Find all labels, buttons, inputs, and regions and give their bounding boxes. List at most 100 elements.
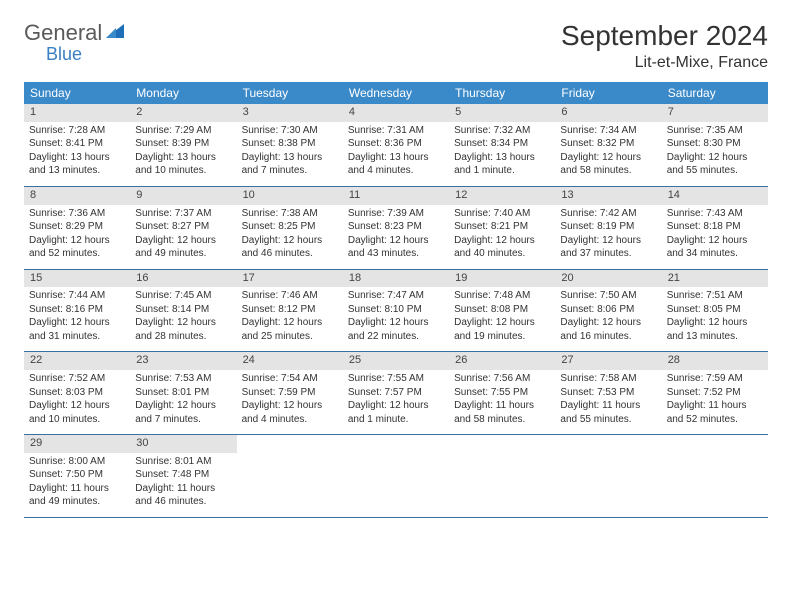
day-cell: 11Sunrise: 7:39 AMSunset: 8:23 PMDayligh… [343, 187, 449, 269]
day-number: 22 [24, 352, 130, 370]
day-body: Sunrise: 7:44 AMSunset: 8:16 PMDaylight:… [24, 287, 130, 351]
day-sunset: Sunset: 8:05 PM [667, 304, 763, 317]
day-body: Sunrise: 7:30 AMSunset: 8:38 PMDaylight:… [237, 122, 343, 186]
location: Lit-et-Mixe, France [561, 54, 768, 72]
day-number: 29 [24, 435, 130, 453]
weekday-header: Tuesday [237, 82, 343, 104]
day-daylight1: Daylight: 11 hours [29, 483, 125, 496]
day-number: 28 [662, 352, 768, 370]
day-cell: 17Sunrise: 7:46 AMSunset: 8:12 PMDayligh… [237, 270, 343, 352]
day-sunrise: Sunrise: 7:38 AM [242, 208, 338, 221]
day-daylight1: Daylight: 12 hours [29, 400, 125, 413]
day-body: Sunrise: 7:37 AMSunset: 8:27 PMDaylight:… [130, 205, 236, 269]
day-daylight1: Daylight: 12 hours [667, 152, 763, 165]
day-cell: 28Sunrise: 7:59 AMSunset: 7:52 PMDayligh… [662, 352, 768, 434]
day-sunrise: Sunrise: 7:53 AM [135, 373, 231, 386]
day-sunrise: Sunrise: 7:40 AM [454, 208, 550, 221]
day-daylight1: Daylight: 12 hours [560, 317, 656, 330]
day-body: Sunrise: 7:46 AMSunset: 8:12 PMDaylight:… [237, 287, 343, 351]
day-daylight1: Daylight: 13 hours [454, 152, 550, 165]
day-body: Sunrise: 8:00 AMSunset: 7:50 PMDaylight:… [24, 453, 130, 517]
day-cell: 12Sunrise: 7:40 AMSunset: 8:21 PMDayligh… [449, 187, 555, 269]
day-sunrise: Sunrise: 7:37 AM [135, 208, 231, 221]
day-daylight1: Daylight: 12 hours [135, 317, 231, 330]
day-number: 17 [237, 270, 343, 288]
day-sunrise: Sunrise: 7:51 AM [667, 290, 763, 303]
day-daylight2: and 49 minutes. [135, 248, 231, 261]
day-cell: 16Sunrise: 7:45 AMSunset: 8:14 PMDayligh… [130, 270, 236, 352]
day-number: 6 [555, 104, 661, 122]
day-number [555, 435, 661, 453]
day-daylight1: Daylight: 12 hours [242, 235, 338, 248]
day-body: Sunrise: 7:53 AMSunset: 8:01 PMDaylight:… [130, 370, 236, 434]
day-sunset: Sunset: 8:23 PM [348, 221, 444, 234]
day-sunset: Sunset: 8:29 PM [29, 221, 125, 234]
day-sunset: Sunset: 7:53 PM [560, 387, 656, 400]
day-sunrise: Sunrise: 7:32 AM [454, 125, 550, 138]
calendar: SundayMondayTuesdayWednesdayThursdayFrid… [24, 82, 768, 518]
day-sunset: Sunset: 8:06 PM [560, 304, 656, 317]
logo-text-main: General [24, 20, 102, 46]
day-number: 7 [662, 104, 768, 122]
day-sunrise: Sunrise: 8:00 AM [29, 456, 125, 469]
day-sunset: Sunset: 8:14 PM [135, 304, 231, 317]
weekday-header: Friday [555, 82, 661, 104]
day-cell: 25Sunrise: 7:55 AMSunset: 7:57 PMDayligh… [343, 352, 449, 434]
day-cell: 26Sunrise: 7:56 AMSunset: 7:55 PMDayligh… [449, 352, 555, 434]
weekday-header: Wednesday [343, 82, 449, 104]
title-block: September 2024 Lit-et-Mixe, France [561, 20, 768, 72]
day-body: Sunrise: 7:29 AMSunset: 8:39 PMDaylight:… [130, 122, 236, 186]
day-daylight1: Daylight: 13 hours [242, 152, 338, 165]
day-number [449, 435, 555, 453]
day-sunrise: Sunrise: 7:54 AM [242, 373, 338, 386]
day-daylight2: and 4 minutes. [242, 414, 338, 427]
day-cell: 10Sunrise: 7:38 AMSunset: 8:25 PMDayligh… [237, 187, 343, 269]
day-cell: 29Sunrise: 8:00 AMSunset: 7:50 PMDayligh… [24, 435, 130, 517]
day-daylight1: Daylight: 12 hours [135, 400, 231, 413]
week-row: 8Sunrise: 7:36 AMSunset: 8:29 PMDaylight… [24, 187, 768, 270]
day-daylight2: and 10 minutes. [29, 414, 125, 427]
day-sunset: Sunset: 7:50 PM [29, 469, 125, 482]
day-number: 4 [343, 104, 449, 122]
day-daylight1: Daylight: 13 hours [135, 152, 231, 165]
day-body: Sunrise: 7:50 AMSunset: 8:06 PMDaylight:… [555, 287, 661, 351]
day-sunset: Sunset: 8:32 PM [560, 138, 656, 151]
day-sunrise: Sunrise: 7:31 AM [348, 125, 444, 138]
day-daylight1: Daylight: 12 hours [454, 235, 550, 248]
day-daylight1: Daylight: 12 hours [29, 235, 125, 248]
day-daylight2: and 1 minute. [348, 414, 444, 427]
day-number: 11 [343, 187, 449, 205]
day-cell: 2Sunrise: 7:29 AMSunset: 8:39 PMDaylight… [130, 104, 236, 186]
day-daylight2: and 10 minutes. [135, 165, 231, 178]
day-daylight1: Daylight: 12 hours [667, 317, 763, 330]
day-number: 8 [24, 187, 130, 205]
day-cell: 22Sunrise: 7:52 AMSunset: 8:03 PMDayligh… [24, 352, 130, 434]
day-sunset: Sunset: 8:25 PM [242, 221, 338, 234]
day-body: Sunrise: 7:39 AMSunset: 8:23 PMDaylight:… [343, 205, 449, 269]
day-number: 24 [237, 352, 343, 370]
day-number: 5 [449, 104, 555, 122]
day-cell: 1Sunrise: 7:28 AMSunset: 8:41 PMDaylight… [24, 104, 130, 186]
day-sunrise: Sunrise: 7:55 AM [348, 373, 444, 386]
day-daylight2: and 46 minutes. [135, 496, 231, 509]
day-body: Sunrise: 7:48 AMSunset: 8:08 PMDaylight:… [449, 287, 555, 351]
day-body: Sunrise: 7:40 AMSunset: 8:21 PMDaylight:… [449, 205, 555, 269]
day-cell [449, 435, 555, 517]
day-sunset: Sunset: 8:18 PM [667, 221, 763, 234]
day-daylight1: Daylight: 11 hours [667, 400, 763, 413]
month-title: September 2024 [561, 20, 768, 52]
day-body: Sunrise: 7:42 AMSunset: 8:19 PMDaylight:… [555, 205, 661, 269]
day-sunset: Sunset: 8:01 PM [135, 387, 231, 400]
day-daylight2: and 46 minutes. [242, 248, 338, 261]
day-number: 25 [343, 352, 449, 370]
day-cell: 6Sunrise: 7:34 AMSunset: 8:32 PMDaylight… [555, 104, 661, 186]
day-daylight2: and 49 minutes. [29, 496, 125, 509]
day-sunrise: Sunrise: 7:30 AM [242, 125, 338, 138]
day-number: 16 [130, 270, 236, 288]
day-cell [343, 435, 449, 517]
day-sunset: Sunset: 7:57 PM [348, 387, 444, 400]
weekday-header: Monday [130, 82, 236, 104]
day-sunrise: Sunrise: 8:01 AM [135, 456, 231, 469]
day-number: 20 [555, 270, 661, 288]
day-sunset: Sunset: 8:34 PM [454, 138, 550, 151]
